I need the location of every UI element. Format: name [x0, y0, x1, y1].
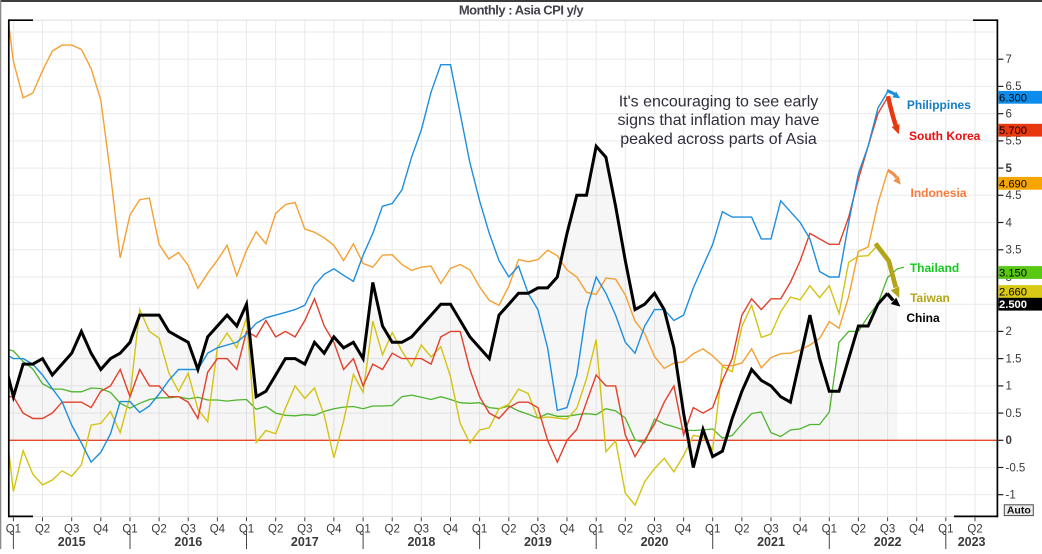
svg-text:Q4: Q4	[326, 524, 342, 536]
svg-text:Q3: Q3	[880, 524, 895, 536]
svg-text:Q3: Q3	[414, 524, 429, 536]
svg-text:Q2: Q2	[734, 524, 749, 536]
svg-text:Q1: Q1	[822, 524, 837, 536]
svg-text:2017: 2017	[291, 535, 319, 549]
svg-text:Q3: Q3	[530, 524, 545, 536]
svg-text:Q4: Q4	[210, 524, 226, 536]
svg-text:China: China	[906, 311, 940, 325]
svg-text:2.500: 2.500	[999, 299, 1027, 311]
svg-text:3.150: 3.150	[999, 268, 1027, 280]
svg-text:6.300: 6.300	[999, 92, 1027, 104]
svg-text:4: 4	[1006, 217, 1013, 229]
svg-text:3.5: 3.5	[1006, 245, 1022, 257]
svg-text:It's encouraging to see early: It's encouraging to see early	[619, 94, 819, 111]
svg-text:-0.5: -0.5	[1006, 462, 1026, 474]
svg-text:2022: 2022	[874, 535, 902, 549]
svg-text:2018: 2018	[407, 535, 435, 549]
svg-text:South Korea: South Korea	[909, 129, 981, 143]
svg-text:2021: 2021	[757, 535, 785, 549]
svg-text:Q3: Q3	[763, 524, 778, 536]
svg-text:0: 0	[1006, 435, 1012, 447]
svg-text:Q4: Q4	[793, 524, 809, 536]
svg-text:Q3: Q3	[64, 524, 79, 536]
svg-text:Q1: Q1	[6, 524, 21, 536]
svg-text:Q2: Q2	[967, 524, 982, 536]
svg-text:Q2: Q2	[268, 524, 283, 536]
svg-text:Q4: Q4	[93, 524, 109, 536]
svg-text:0.5: 0.5	[1006, 408, 1022, 420]
svg-text:Q1: Q1	[122, 524, 137, 536]
svg-text:Q1: Q1	[472, 524, 487, 536]
svg-text:Q4: Q4	[443, 524, 459, 536]
svg-text:Q1: Q1	[355, 524, 370, 536]
svg-text:Q1: Q1	[705, 524, 720, 536]
svg-text:Q2: Q2	[618, 524, 633, 536]
svg-text:2019: 2019	[524, 535, 552, 549]
svg-text:Q4: Q4	[676, 524, 692, 536]
svg-text:signs that inflation may have: signs that inflation may have	[618, 112, 820, 129]
svg-text:2.660: 2.660	[999, 287, 1027, 299]
svg-text:Q2: Q2	[851, 524, 866, 536]
svg-text:6: 6	[1006, 109, 1012, 121]
svg-text:2016: 2016	[174, 535, 202, 549]
svg-text:7: 7	[1006, 54, 1012, 66]
svg-text:2023: 2023	[958, 535, 986, 549]
svg-text:Q4: Q4	[909, 524, 925, 536]
svg-text:Thailand: Thailand	[910, 261, 959, 275]
svg-text:-1: -1	[1006, 490, 1016, 502]
svg-text:Q3: Q3	[181, 524, 196, 536]
svg-text:2: 2	[1006, 326, 1012, 338]
svg-text:Auto: Auto	[1007, 505, 1031, 517]
svg-text:2015: 2015	[58, 535, 86, 549]
svg-text:2020: 2020	[641, 535, 669, 549]
svg-text:Monthly : Asia CPI y/y: Monthly : Asia CPI y/y	[459, 3, 585, 18]
svg-text:Philippines: Philippines	[907, 98, 971, 112]
svg-text:Q3: Q3	[297, 524, 312, 536]
svg-text:Q2: Q2	[385, 524, 400, 536]
svg-text:4.5: 4.5	[1006, 190, 1022, 202]
svg-text:Q1: Q1	[938, 524, 953, 536]
svg-text:Indonesia: Indonesia	[910, 186, 966, 200]
svg-text:5.700: 5.700	[999, 125, 1027, 137]
svg-text:Q3: Q3	[647, 524, 662, 536]
svg-text:1: 1	[1006, 381, 1012, 393]
svg-text:Q2: Q2	[151, 524, 166, 536]
svg-text:1.5: 1.5	[1006, 353, 1022, 365]
svg-text:4.690: 4.690	[999, 178, 1027, 190]
svg-text:peaked across parts of Asia: peaked across parts of Asia	[620, 131, 817, 148]
svg-text:Q2: Q2	[501, 524, 516, 536]
svg-text:Q1: Q1	[589, 524, 604, 536]
svg-text:6.5: 6.5	[1006, 81, 1022, 93]
svg-text:5.5: 5.5	[1006, 136, 1022, 148]
svg-text:Q4: Q4	[559, 524, 575, 536]
svg-text:Q1: Q1	[239, 524, 254, 536]
svg-text:Q2: Q2	[35, 524, 50, 536]
svg-text:Taiwan: Taiwan	[910, 291, 950, 305]
svg-text:5: 5	[1006, 163, 1013, 175]
